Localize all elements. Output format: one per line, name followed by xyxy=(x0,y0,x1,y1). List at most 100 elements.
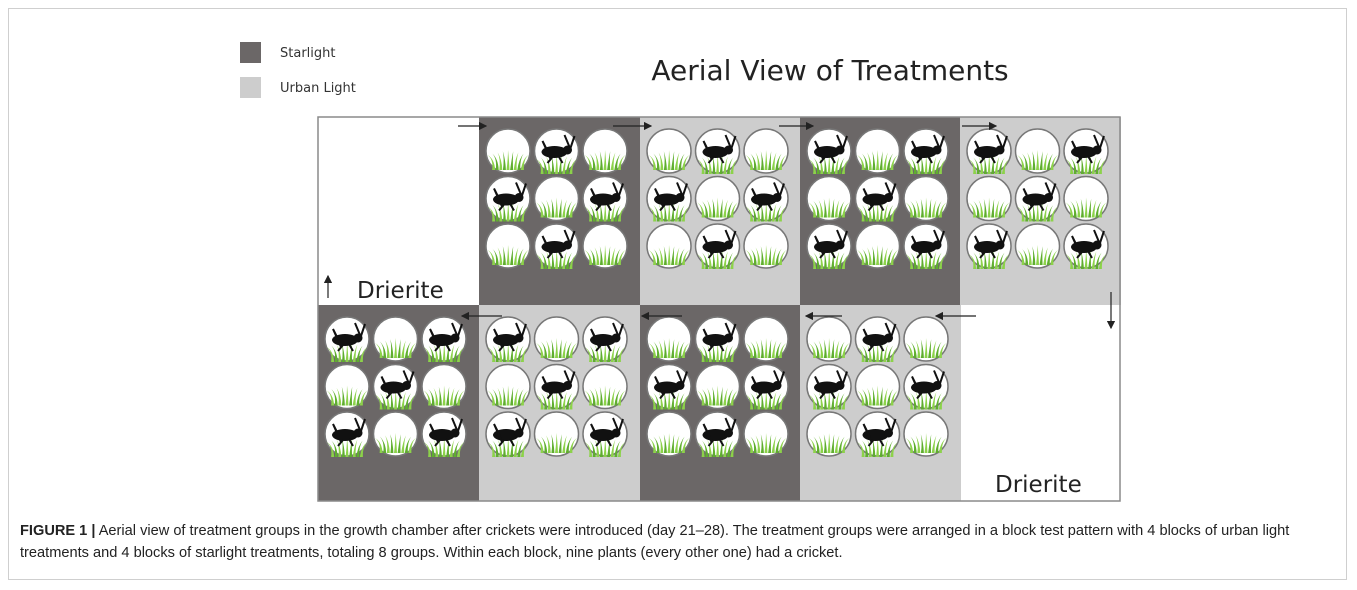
grass-blade xyxy=(594,247,600,265)
grass-blade xyxy=(867,203,872,222)
grass-blade xyxy=(663,434,667,453)
grass-blade xyxy=(973,201,980,218)
plant-pot xyxy=(743,316,789,362)
grass-blade xyxy=(569,158,578,174)
grass-blade xyxy=(428,345,435,362)
grass-blade xyxy=(771,435,777,453)
grass-blade xyxy=(827,249,831,269)
grass-blade xyxy=(555,249,558,269)
grass-blade xyxy=(442,385,446,406)
plant-pot xyxy=(646,363,692,410)
grass-blade xyxy=(910,201,917,218)
grass-blade xyxy=(517,153,524,170)
plant-pot xyxy=(903,411,949,457)
grass-blade xyxy=(540,436,548,453)
plant-pot xyxy=(646,411,692,457)
plant-pot xyxy=(582,316,628,362)
grass-blade xyxy=(726,389,734,406)
grass-blade xyxy=(513,247,519,265)
grass-blade xyxy=(599,343,603,362)
grass-blade xyxy=(535,437,544,453)
grass-blade xyxy=(931,340,937,358)
grass-blade xyxy=(331,440,338,457)
grass-blade xyxy=(818,391,824,410)
grass-blade xyxy=(497,344,503,362)
grass-blade xyxy=(998,252,1005,269)
grass-blade xyxy=(453,389,460,406)
grass-blade xyxy=(712,343,716,362)
grass-blade xyxy=(374,342,383,358)
grass-blade xyxy=(506,150,510,170)
grass-blade xyxy=(867,247,872,265)
grass-blade xyxy=(658,391,664,410)
grass-blade xyxy=(607,151,611,170)
cricket-legs xyxy=(974,229,1008,259)
grass-blade xyxy=(838,252,845,269)
grass-blade xyxy=(341,386,345,406)
grass-blade xyxy=(867,439,872,457)
grass-blade xyxy=(716,249,719,269)
cricket-legs xyxy=(380,370,415,400)
plant-pot xyxy=(694,175,741,222)
cricket-legs xyxy=(911,229,945,259)
grass-blade xyxy=(838,201,845,218)
grass-blade xyxy=(510,151,514,170)
grass-blade xyxy=(594,439,600,457)
grass-blade xyxy=(1027,203,1032,222)
grass-blade xyxy=(938,158,947,174)
grass-blade xyxy=(562,199,567,218)
grass-blade xyxy=(1016,249,1025,265)
grass-blade xyxy=(558,339,562,358)
grass-blade xyxy=(838,436,845,453)
grass-blade xyxy=(614,153,621,170)
grass-blade xyxy=(336,439,342,457)
grass-blade xyxy=(603,385,607,406)
grass-blade xyxy=(658,247,664,265)
grass-blade xyxy=(456,390,465,406)
grass-blade xyxy=(931,435,937,453)
grass-blade xyxy=(886,248,894,265)
grass-blade xyxy=(555,154,558,174)
grass-blade xyxy=(838,393,845,410)
grass-blade xyxy=(1070,157,1077,174)
grass-blade xyxy=(520,390,529,406)
plant-pot xyxy=(485,411,531,457)
grass-blade xyxy=(991,198,995,218)
grass-blade xyxy=(910,436,917,453)
plant-pot xyxy=(806,223,852,269)
diagram: Starlight Urban Light Aerial View of Tre… xyxy=(240,42,1121,502)
grass-blade xyxy=(520,154,529,170)
grass-blade xyxy=(883,203,888,222)
grass-blade xyxy=(433,439,439,457)
grass-blade xyxy=(920,434,924,453)
grass-blade xyxy=(764,245,768,265)
grass-blade xyxy=(617,206,626,222)
grass-blade xyxy=(838,341,845,358)
grass-blade xyxy=(379,341,387,358)
grass-blade xyxy=(492,345,499,362)
grass-blade xyxy=(648,206,657,222)
plant-pot xyxy=(646,175,692,222)
cricket-legs xyxy=(1071,229,1105,259)
cricket-legs xyxy=(911,370,945,400)
grass-blade xyxy=(678,248,685,265)
grass-blade xyxy=(453,345,460,362)
grass-blade xyxy=(614,248,621,265)
grass-blade xyxy=(861,205,869,222)
grass-blade xyxy=(823,434,827,453)
grass-blade xyxy=(818,199,824,218)
grass-blade xyxy=(861,248,869,265)
plant-pot xyxy=(903,316,949,362)
grass-blade xyxy=(535,253,544,269)
grass-blade xyxy=(712,198,716,218)
grass-blade xyxy=(696,202,705,218)
grass-blade xyxy=(841,253,850,269)
grass-blade xyxy=(938,437,947,453)
grass-blade xyxy=(603,437,607,457)
plant-pot xyxy=(806,363,852,410)
grass-blade xyxy=(551,250,555,269)
grass-blade xyxy=(671,246,675,265)
grass-blade xyxy=(356,345,363,362)
grass-blade xyxy=(385,340,390,358)
grass-blade xyxy=(707,387,712,406)
